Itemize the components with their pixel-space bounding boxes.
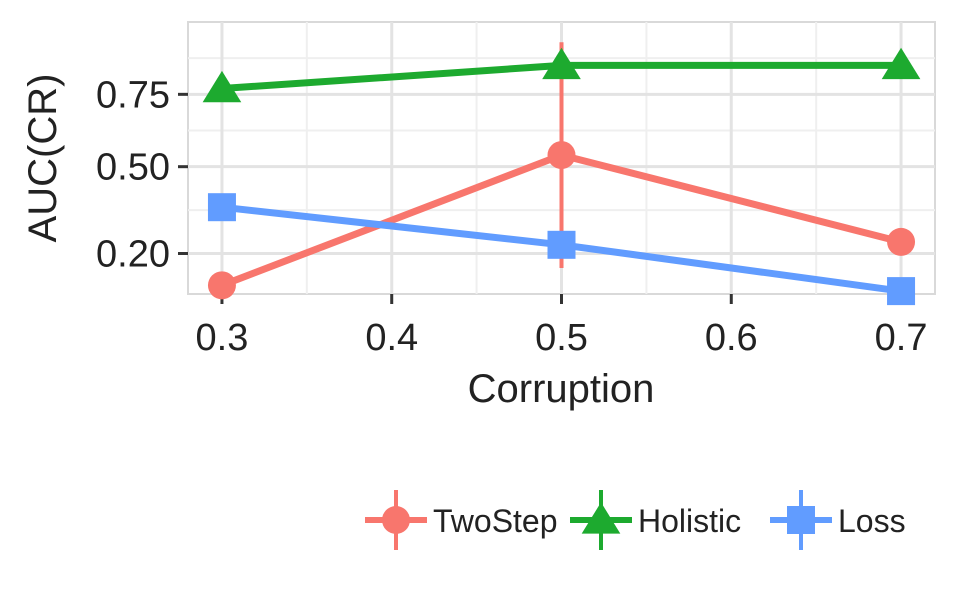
series-layer	[202, 42, 921, 306]
y-axis: 0.20 0.50 0.75	[96, 74, 188, 275]
y-axis-title: AUC(CR)	[21, 74, 65, 243]
data-point	[887, 277, 916, 306]
legend-item-twostep: TwoStep	[365, 490, 558, 550]
series-twostep	[207, 42, 916, 300]
x-tick-label: 0.4	[365, 317, 418, 359]
data-point	[547, 230, 576, 259]
data-point	[887, 227, 916, 256]
legend-key-marker	[787, 506, 815, 534]
data-point	[207, 193, 236, 222]
data-point	[207, 271, 236, 300]
legend-item-holistic: Holistic	[570, 490, 741, 550]
x-axis-title: Corruption	[468, 367, 655, 411]
data-point	[547, 141, 576, 170]
y-tick-label: 0.75	[96, 74, 170, 116]
legend-label: TwoStep	[433, 503, 558, 539]
legend-item-loss: Loss	[770, 490, 906, 550]
series-holistic	[202, 47, 921, 103]
x-tick-label: 0.5	[535, 317, 588, 359]
y-tick-label: 0.50	[96, 147, 170, 189]
y-tick-label: 0.20	[96, 233, 170, 275]
legend-label: Loss	[838, 503, 906, 539]
legend-key-marker	[581, 502, 621, 534]
series-loss	[207, 193, 916, 306]
x-tick-label: 0.7	[875, 317, 928, 359]
legend-label: Holistic	[638, 503, 741, 539]
data-point	[881, 47, 921, 80]
x-tick-label: 0.3	[196, 317, 249, 359]
x-tick-label: 0.6	[705, 317, 758, 359]
data-point	[202, 70, 242, 103]
legend-key-marker	[382, 506, 410, 534]
legend: TwoStep Holistic Loss	[365, 490, 906, 550]
x-axis: 0.3 0.4 0.5 0.6 0.7	[196, 294, 928, 359]
data-point	[542, 47, 581, 80]
